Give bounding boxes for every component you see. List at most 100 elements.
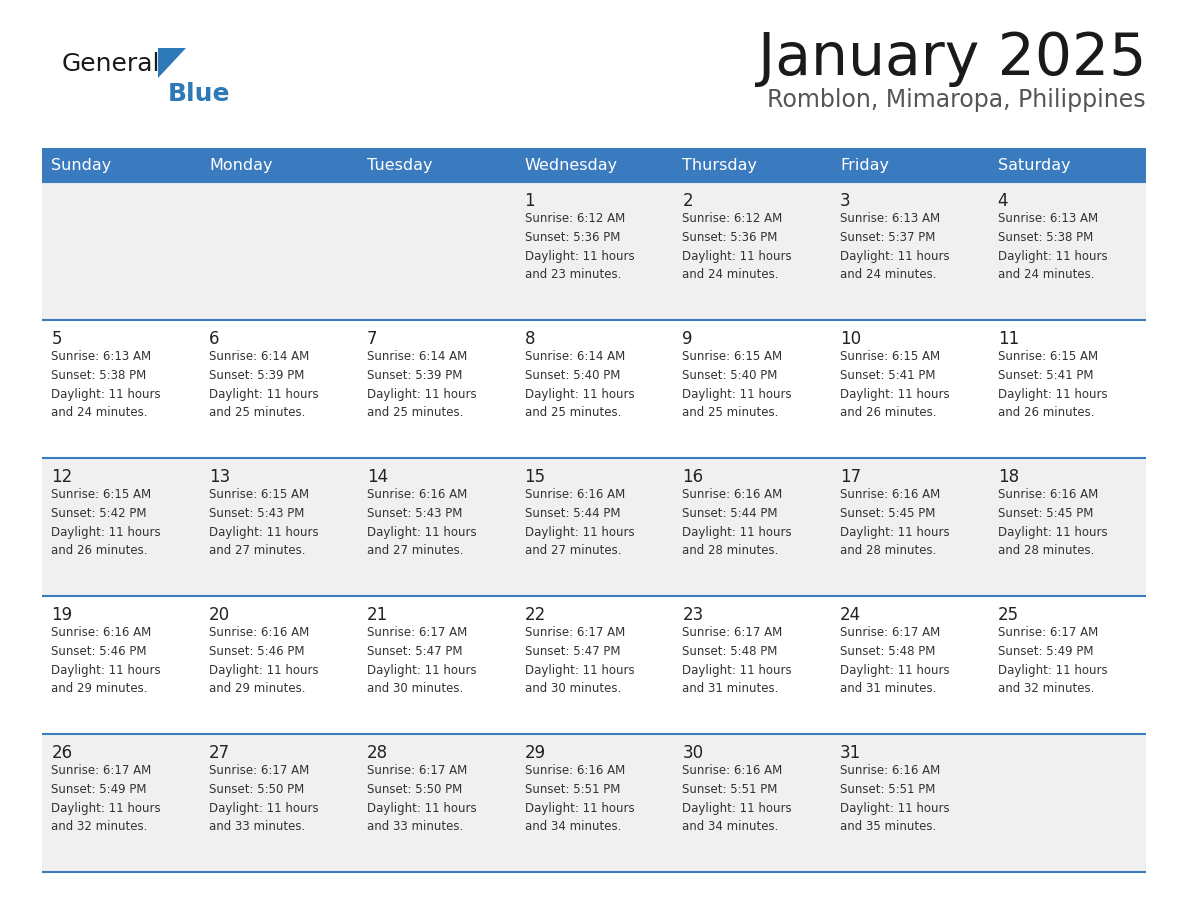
Text: and 32 minutes.: and 32 minutes. xyxy=(51,820,147,833)
Text: 4: 4 xyxy=(998,192,1009,210)
Text: Daylight: 11 hours: Daylight: 11 hours xyxy=(840,250,949,263)
Bar xyxy=(358,148,516,182)
Text: Sunset: 5:49 PM: Sunset: 5:49 PM xyxy=(51,783,147,796)
Text: Sunset: 5:42 PM: Sunset: 5:42 PM xyxy=(51,507,147,520)
Text: Sunrise: 6:17 AM: Sunrise: 6:17 AM xyxy=(682,626,783,639)
Text: 1: 1 xyxy=(525,192,536,210)
Polygon shape xyxy=(158,48,187,78)
Text: Sunrise: 6:16 AM: Sunrise: 6:16 AM xyxy=(998,488,1098,501)
Text: 15: 15 xyxy=(525,468,545,486)
Bar xyxy=(988,148,1146,182)
Text: 3: 3 xyxy=(840,192,851,210)
Text: and 29 minutes.: and 29 minutes. xyxy=(51,682,148,695)
Text: Sunrise: 6:16 AM: Sunrise: 6:16 AM xyxy=(682,488,783,501)
Text: Daylight: 11 hours: Daylight: 11 hours xyxy=(525,802,634,815)
Text: and 35 minutes.: and 35 minutes. xyxy=(840,820,936,833)
Text: Sunrise: 6:17 AM: Sunrise: 6:17 AM xyxy=(209,764,309,777)
Text: 30: 30 xyxy=(682,744,703,762)
Text: Daylight: 11 hours: Daylight: 11 hours xyxy=(682,526,792,539)
Text: Sunrise: 6:15 AM: Sunrise: 6:15 AM xyxy=(840,350,940,363)
Bar xyxy=(42,182,1146,320)
Text: Romblon, Mimaropa, Philippines: Romblon, Mimaropa, Philippines xyxy=(767,88,1146,112)
Text: Sunset: 5:46 PM: Sunset: 5:46 PM xyxy=(209,645,304,658)
Text: and 28 minutes.: and 28 minutes. xyxy=(682,544,778,557)
Bar xyxy=(516,148,672,182)
Text: Daylight: 11 hours: Daylight: 11 hours xyxy=(525,388,634,401)
Text: and 26 minutes.: and 26 minutes. xyxy=(998,406,1094,419)
Text: Daylight: 11 hours: Daylight: 11 hours xyxy=(998,250,1107,263)
Text: Sunrise: 6:16 AM: Sunrise: 6:16 AM xyxy=(209,626,309,639)
Text: and 27 minutes.: and 27 minutes. xyxy=(209,544,305,557)
Text: Sunrise: 6:16 AM: Sunrise: 6:16 AM xyxy=(367,488,467,501)
Text: Sunset: 5:40 PM: Sunset: 5:40 PM xyxy=(525,369,620,382)
Text: and 25 minutes.: and 25 minutes. xyxy=(525,406,621,419)
Text: Daylight: 11 hours: Daylight: 11 hours xyxy=(525,526,634,539)
Text: Sunset: 5:51 PM: Sunset: 5:51 PM xyxy=(682,783,778,796)
Text: Blue: Blue xyxy=(168,82,230,106)
Text: Sunset: 5:40 PM: Sunset: 5:40 PM xyxy=(682,369,778,382)
Text: Sunset: 5:51 PM: Sunset: 5:51 PM xyxy=(525,783,620,796)
Text: Sunset: 5:36 PM: Sunset: 5:36 PM xyxy=(682,231,778,244)
Text: Sunset: 5:44 PM: Sunset: 5:44 PM xyxy=(525,507,620,520)
Text: and 32 minutes.: and 32 minutes. xyxy=(998,682,1094,695)
Text: 19: 19 xyxy=(51,606,72,624)
Text: Sunset: 5:45 PM: Sunset: 5:45 PM xyxy=(998,507,1093,520)
Text: Daylight: 11 hours: Daylight: 11 hours xyxy=(840,388,949,401)
Text: Daylight: 11 hours: Daylight: 11 hours xyxy=(525,250,634,263)
Text: Sunset: 5:43 PM: Sunset: 5:43 PM xyxy=(367,507,462,520)
Bar xyxy=(42,320,1146,458)
Text: Tuesday: Tuesday xyxy=(367,158,432,174)
Text: Sunrise: 6:15 AM: Sunrise: 6:15 AM xyxy=(51,488,152,501)
Text: 31: 31 xyxy=(840,744,861,762)
Text: Daylight: 11 hours: Daylight: 11 hours xyxy=(51,388,162,401)
Text: 18: 18 xyxy=(998,468,1019,486)
Text: General: General xyxy=(62,52,160,76)
Text: 14: 14 xyxy=(367,468,388,486)
Text: Sunrise: 6:13 AM: Sunrise: 6:13 AM xyxy=(51,350,152,363)
Text: Daylight: 11 hours: Daylight: 11 hours xyxy=(367,388,476,401)
Bar xyxy=(42,734,1146,872)
Text: Sunset: 5:38 PM: Sunset: 5:38 PM xyxy=(998,231,1093,244)
Text: and 26 minutes.: and 26 minutes. xyxy=(840,406,936,419)
Text: 13: 13 xyxy=(209,468,230,486)
Text: Sunrise: 6:17 AM: Sunrise: 6:17 AM xyxy=(367,764,467,777)
Text: and 26 minutes.: and 26 minutes. xyxy=(51,544,148,557)
Bar xyxy=(42,458,1146,596)
Text: and 24 minutes.: and 24 minutes. xyxy=(840,268,936,281)
Text: Sunrise: 6:14 AM: Sunrise: 6:14 AM xyxy=(525,350,625,363)
Text: and 29 minutes.: and 29 minutes. xyxy=(209,682,305,695)
Text: Daylight: 11 hours: Daylight: 11 hours xyxy=(51,664,162,677)
Text: 9: 9 xyxy=(682,330,693,348)
Text: Saturday: Saturday xyxy=(998,158,1070,174)
Text: Sunset: 5:43 PM: Sunset: 5:43 PM xyxy=(209,507,304,520)
Bar xyxy=(672,148,830,182)
Text: 29: 29 xyxy=(525,744,545,762)
Text: Sunrise: 6:16 AM: Sunrise: 6:16 AM xyxy=(525,488,625,501)
Text: 6: 6 xyxy=(209,330,220,348)
Text: Sunset: 5:48 PM: Sunset: 5:48 PM xyxy=(840,645,935,658)
Text: Sunrise: 6:17 AM: Sunrise: 6:17 AM xyxy=(998,626,1098,639)
Text: Sunset: 5:39 PM: Sunset: 5:39 PM xyxy=(367,369,462,382)
Text: 7: 7 xyxy=(367,330,378,348)
Text: Sunset: 5:47 PM: Sunset: 5:47 PM xyxy=(525,645,620,658)
Text: and 30 minutes.: and 30 minutes. xyxy=(525,682,621,695)
Text: Sunset: 5:50 PM: Sunset: 5:50 PM xyxy=(367,783,462,796)
Text: Sunrise: 6:17 AM: Sunrise: 6:17 AM xyxy=(367,626,467,639)
Text: 2: 2 xyxy=(682,192,693,210)
Text: 25: 25 xyxy=(998,606,1019,624)
Text: Daylight: 11 hours: Daylight: 11 hours xyxy=(682,664,792,677)
Text: Daylight: 11 hours: Daylight: 11 hours xyxy=(682,388,792,401)
Text: and 33 minutes.: and 33 minutes. xyxy=(209,820,305,833)
Text: Daylight: 11 hours: Daylight: 11 hours xyxy=(367,802,476,815)
Text: and 24 minutes.: and 24 minutes. xyxy=(998,268,1094,281)
Text: and 28 minutes.: and 28 minutes. xyxy=(998,544,1094,557)
Text: Sunset: 5:37 PM: Sunset: 5:37 PM xyxy=(840,231,935,244)
Text: Sunset: 5:49 PM: Sunset: 5:49 PM xyxy=(998,645,1093,658)
Text: Daylight: 11 hours: Daylight: 11 hours xyxy=(998,388,1107,401)
Text: Sunrise: 6:16 AM: Sunrise: 6:16 AM xyxy=(840,488,940,501)
Text: Daylight: 11 hours: Daylight: 11 hours xyxy=(209,802,318,815)
Text: and 31 minutes.: and 31 minutes. xyxy=(682,682,778,695)
Text: and 27 minutes.: and 27 minutes. xyxy=(367,544,463,557)
Bar xyxy=(42,596,1146,734)
Text: Sunrise: 6:13 AM: Sunrise: 6:13 AM xyxy=(998,212,1098,225)
